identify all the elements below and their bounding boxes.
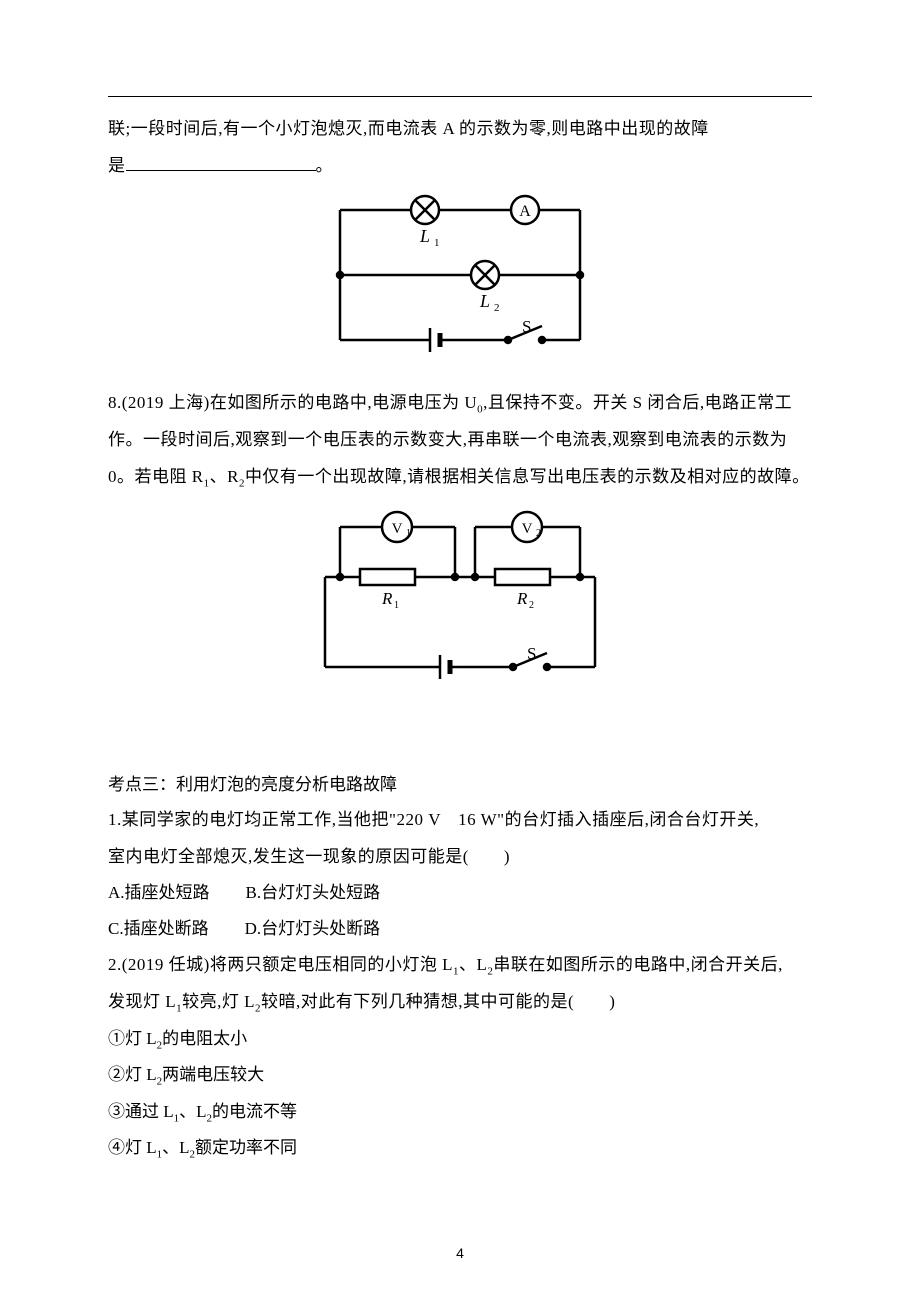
- q8-line2: 作。一段时间后,观察到一个电压表的示数变大,再串联一个电流表,观察到电流表的示数…: [108, 430, 787, 449]
- q2s3-opt3-post: 的电流不等: [212, 1102, 297, 1121]
- q1s3-optD: D.台灯灯头处断路: [245, 919, 381, 938]
- q8-line3-mid: 、R: [210, 467, 239, 486]
- section3-heading-text: 考点三：利用灯泡的亮度分析电路故障: [108, 775, 397, 794]
- q2s3-opt1-post: 的电阻太小: [162, 1029, 247, 1048]
- fig1-l1-label: L: [419, 226, 430, 246]
- q8-pre: 8.(2019 上海)在如图所示的电路中,电源电压为 U: [108, 393, 477, 412]
- fig2-s-label: S: [527, 644, 536, 663]
- fig2-v2-sub: 2: [536, 528, 541, 539]
- q2s3-l2-post: 较暗,对此有下列几种猜想,其中可能的是( ): [261, 992, 615, 1011]
- q8-paragraph: 8.(2019 上海)在如图所示的电路中,电源电压为 U0,且保持不变。开关 S…: [108, 385, 812, 496]
- cont-line2-pre: 是: [108, 156, 126, 175]
- fig2-r1-label: R: [381, 589, 393, 608]
- cont-line2-post: 。: [316, 156, 334, 175]
- fig2-v1-sub: 1: [406, 528, 411, 539]
- q2s3-opt1-pre: ①灯 L: [108, 1029, 157, 1048]
- q1s3-optB: B.台灯灯头处短路: [246, 883, 381, 902]
- figure-circuit-2: V 1 V 2 R 1 R 2 S: [108, 502, 812, 707]
- fig1-l2-sub: 2: [494, 302, 500, 314]
- q1s3-optC: C.插座处断路: [108, 919, 209, 938]
- q2s3-l1-post: 串联在如图所示的电路中,闭合开关后,: [493, 955, 783, 974]
- page-number: 4: [0, 1245, 920, 1261]
- q2s3-opt3-mid: 、L: [179, 1102, 206, 1121]
- fig1-a-label: A: [519, 203, 531, 220]
- fig2-r1-sub: 1: [394, 600, 399, 611]
- q1s3-paragraph: 1.某同学家的电灯均正常工作,当他把"220 V 16 W"的台灯插入插座后,闭…: [108, 802, 812, 875]
- q2s3-l2-pre: 发现灯 L: [108, 992, 176, 1011]
- fig1-l1-sub: 1: [434, 237, 440, 249]
- top-rule: [108, 96, 812, 97]
- q8-line3-post: 中仅有一个出现故障,请根据相关信息写出电压表的示数及相对应的故障。: [245, 467, 810, 486]
- fig2-r2-label: R: [516, 589, 528, 608]
- fig2-v2-label: V: [522, 521, 533, 537]
- q2s3-paragraph: 2.(2019 任城)将两只额定电压相同的小灯泡 L1、L2串联在如图所示的电路…: [108, 947, 812, 1021]
- q2s3-opt2-pre: ②灯 L: [108, 1065, 157, 1084]
- fig1-l2-label: L: [479, 291, 490, 311]
- q2s3-l2-mid: 较亮,灯 L: [182, 992, 255, 1011]
- q1s3-line1: 1.某同学家的电灯均正常工作,当他把"220 V 16 W"的台灯插入插座后,闭…: [108, 810, 759, 829]
- q2s3-opt4-post: 额定功率不同: [195, 1138, 297, 1157]
- q2s3-opt3-pre: ③通过 L: [108, 1102, 174, 1121]
- q2s3-l1-pre: 2.(2019 任城)将两只额定电压相同的小灯泡 L: [108, 955, 453, 974]
- q1s3-options-row1: A.插座处短路 B.台灯灯头处短路: [108, 875, 812, 911]
- q1s3-optA: A.插座处短路: [108, 883, 210, 902]
- answer-blank: [126, 153, 316, 171]
- q2s3-opt1: ①灯 L2的电阻太小: [108, 1021, 812, 1057]
- q8-mid1: ,且保持不变。开关 S 闭合后,电路正常工: [483, 393, 792, 412]
- cont-paragraph: 联;一段时间后,有一个小灯泡熄灭,而电流表 A 的示数为零,则电路中出现的故障 …: [108, 111, 812, 184]
- fig2-r2-sub: 2: [529, 600, 534, 611]
- q2s3-opt4: ④灯 L1、L2额定功率不同: [108, 1130, 812, 1166]
- q2s3-opt3: ③通过 L1、L2的电流不等: [108, 1094, 812, 1130]
- q2s3-opt4-mid: 、L: [162, 1138, 189, 1157]
- cont-line1: 联;一段时间后,有一个小灯泡熄灭,而电流表 A 的示数为零,则电路中出现的故障: [108, 119, 709, 138]
- fig1-s-label: S: [522, 317, 531, 336]
- q1s3-options-row2: C.插座处断路 D.台灯灯头处断路: [108, 911, 812, 947]
- figure-circuit-1: L 1 A L 2 S: [108, 190, 812, 375]
- q2s3-opt4-pre: ④灯 L: [108, 1138, 157, 1157]
- q2s3-opt2: ②灯 L2两端电压较大: [108, 1057, 812, 1093]
- fig2-v1-label: V: [392, 521, 403, 537]
- q2s3-opt2-post: 两端电压较大: [162, 1065, 264, 1084]
- q2s3-l1-mid: 、L: [459, 955, 487, 974]
- section3-heading: 考点三：利用灯泡的亮度分析电路故障: [108, 767, 812, 803]
- q8-line3-pre: 0。若电阻 R: [108, 467, 204, 486]
- q1s3-line2: 室内电灯全部熄灭,发生这一现象的原因可能是( ): [108, 847, 510, 866]
